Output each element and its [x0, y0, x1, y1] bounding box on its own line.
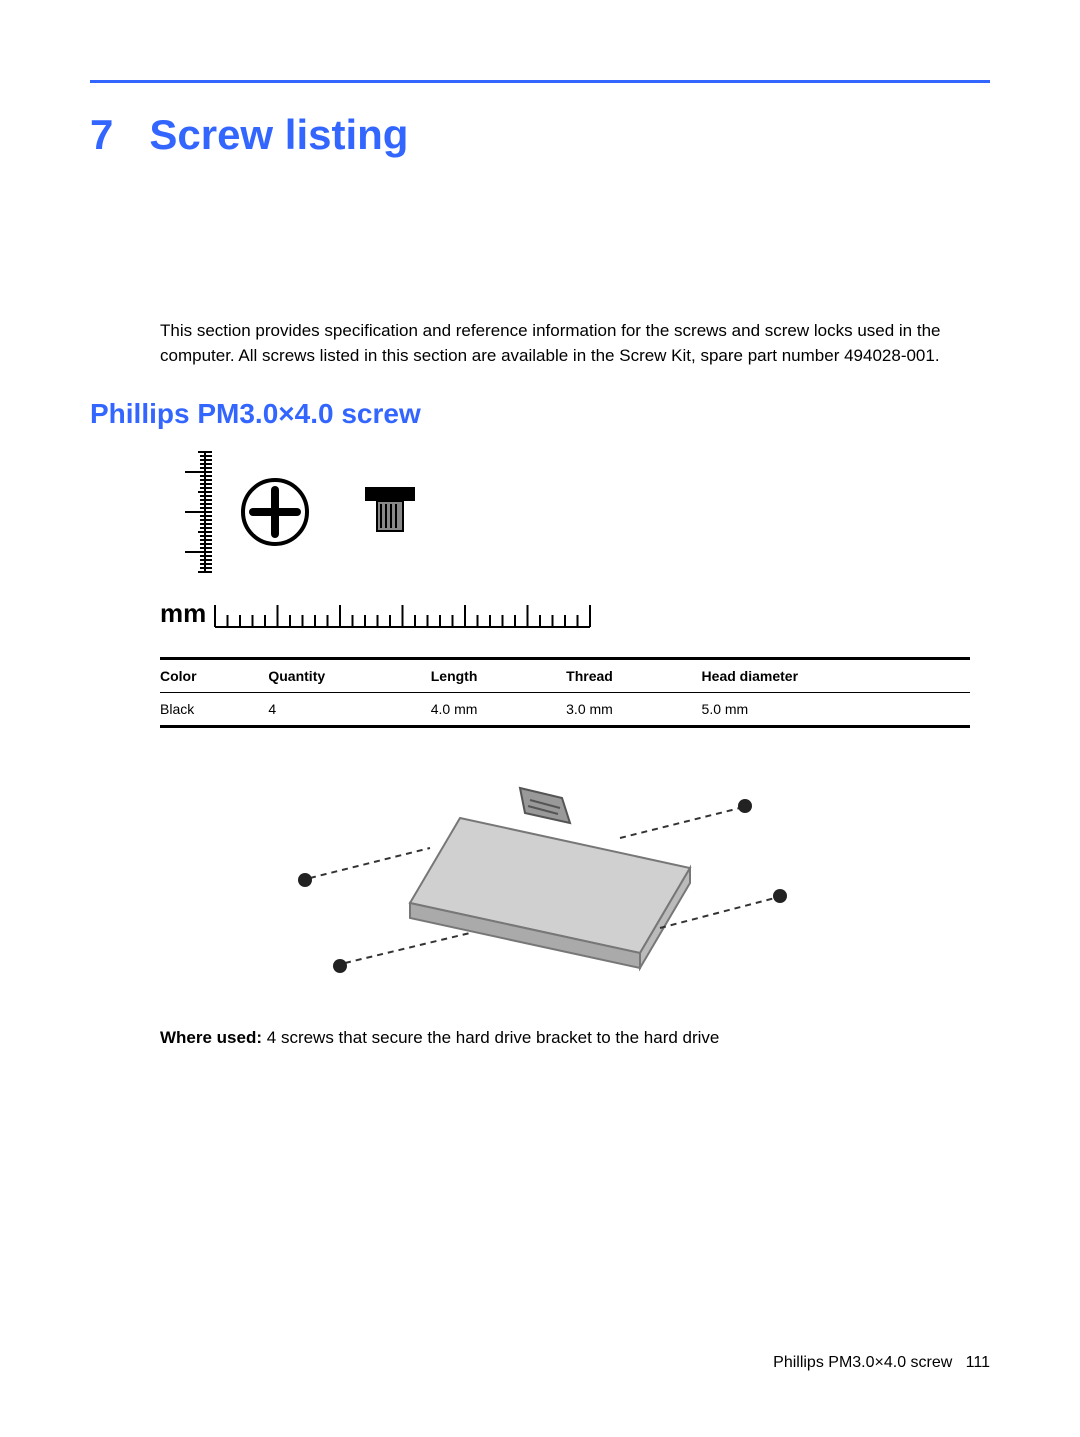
cell-head-diameter: 5.0 mm [702, 693, 970, 727]
col-thread: Thread [566, 659, 701, 693]
cell-thread: 3.0 mm [566, 693, 701, 727]
where-used-text: 4 screws that secure the hard drive brac… [267, 1028, 720, 1047]
screw-head-top-icon [243, 480, 307, 544]
spec-table: Color Quantity Length Thread Head diamet… [160, 657, 970, 728]
footer-page: 111 [966, 1354, 990, 1371]
chapter-title: Screw listing [149, 111, 408, 159]
col-head-diameter: Head diameter [702, 659, 970, 693]
hard-drive-diagram [270, 758, 990, 1003]
top-rule [90, 80, 990, 83]
col-color: Color [160, 659, 268, 693]
where-used-label: Where used: [160, 1028, 262, 1047]
screw-side-icon [365, 487, 415, 531]
where-used: Where used: 4 screws that secure the har… [160, 1028, 990, 1048]
chapter-number: 7 [90, 111, 113, 159]
page-footer: Phillips PM3.0×4.0 screw 111 [773, 1354, 990, 1372]
ruler-label: mm [160, 598, 206, 628]
cell-color: Black [160, 693, 268, 727]
cell-quantity: 4 [268, 693, 430, 727]
col-quantity: Quantity [268, 659, 430, 693]
intro-paragraph: This section provides specification and … [160, 319, 990, 368]
chapter-header: 7 Screw listing [90, 111, 990, 159]
footer-section: Phillips PM3.0×4.0 screw [773, 1354, 952, 1371]
col-length: Length [431, 659, 566, 693]
table-row: Black 4 4.0 mm 3.0 mm 5.0 mm [160, 693, 970, 727]
cell-length: 4.0 mm [431, 693, 566, 727]
screw-ruler-diagram: mm [160, 442, 990, 647]
section-heading: Phillips PM3.0×4.0 screw [90, 398, 990, 430]
